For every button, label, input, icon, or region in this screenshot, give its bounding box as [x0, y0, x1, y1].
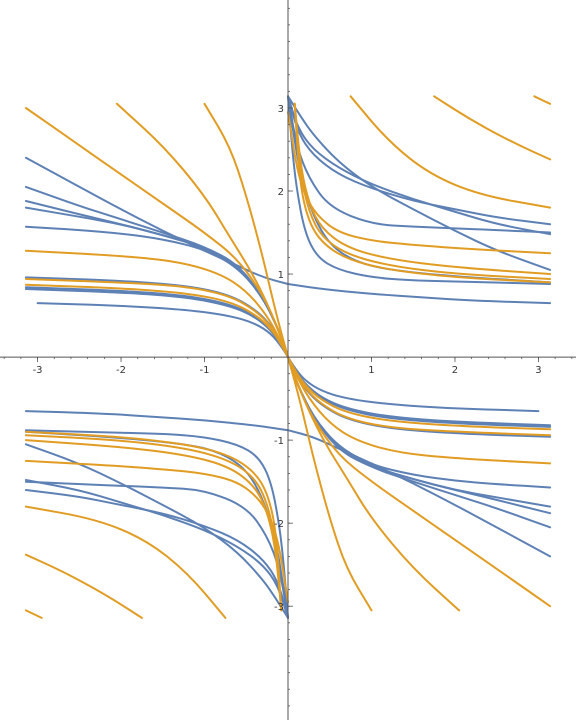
stream-line-16	[287, 95, 552, 271]
x-tick-label: 2	[452, 365, 458, 376]
stream-line-20	[287, 95, 552, 285]
stream-line-38	[287, 356, 540, 413]
stream-line-54	[24, 609, 43, 619]
y-tick-label: 3	[278, 104, 284, 115]
stream-line-57	[24, 434, 283, 612]
stream-line-39	[287, 356, 552, 608]
x-tick-label: 3	[535, 365, 541, 376]
x-tick-label: 1	[368, 365, 374, 376]
stream-line-50	[24, 410, 289, 432]
stream-line-13	[24, 249, 289, 359]
stream-line-41	[287, 356, 373, 612]
stream-line-27	[293, 102, 552, 275]
stream-line-31	[287, 356, 552, 529]
stream-line-45	[24, 443, 289, 619]
y-tick-label: -1	[274, 436, 284, 447]
stream-line-48	[24, 480, 289, 619]
stream-line-44	[287, 356, 552, 431]
x-tick-label: -1	[200, 365, 210, 376]
stream-line-58	[24, 430, 283, 612]
y-tick-label: -2	[274, 519, 284, 530]
stream-line-8	[24, 288, 289, 359]
stream-line-28	[293, 102, 552, 280]
stream-line-40	[287, 356, 461, 612]
stream-line-53	[24, 553, 143, 619]
stream-line-25	[533, 95, 552, 105]
stream-line-19	[287, 95, 552, 234]
stream-line-51	[24, 430, 289, 619]
y-tick-label: -3	[274, 602, 284, 613]
stream-line-52	[24, 505, 227, 619]
stream-line-10	[24, 107, 289, 359]
stream-line-30	[287, 429, 552, 558]
tick-layer: -3 -2 -1 1 2 3 -3 -2 -1 1 2 3	[3, 7, 573, 707]
stream-line-11	[115, 102, 289, 359]
stream-line-26	[287, 111, 552, 255]
stream-line-37	[287, 356, 552, 427]
stream-line-9	[36, 302, 289, 359]
stream-line-49	[24, 429, 289, 619]
stream-line-55	[24, 459, 289, 604]
stream-line-34	[287, 356, 552, 489]
stream-line-2	[24, 185, 289, 359]
stream-line-12	[203, 102, 289, 359]
stream-line-23	[349, 95, 552, 209]
stream-line-22	[287, 95, 552, 284]
stream-line-24	[433, 95, 552, 161]
y-tick-label: 2	[278, 187, 284, 198]
x-tick-label: -3	[33, 365, 43, 376]
stream-line-42	[287, 356, 552, 465]
stream-line-21	[287, 283, 552, 305]
stream-line-29	[293, 102, 552, 284]
stream-line-56	[24, 439, 283, 612]
y-tick-label: 1	[278, 270, 284, 281]
curve-layer	[24, 95, 552, 619]
stream-line-5	[24, 225, 289, 359]
stream-line-15	[24, 283, 289, 359]
stream-line-1	[24, 156, 289, 285]
x-tick-label: -2	[116, 365, 126, 376]
